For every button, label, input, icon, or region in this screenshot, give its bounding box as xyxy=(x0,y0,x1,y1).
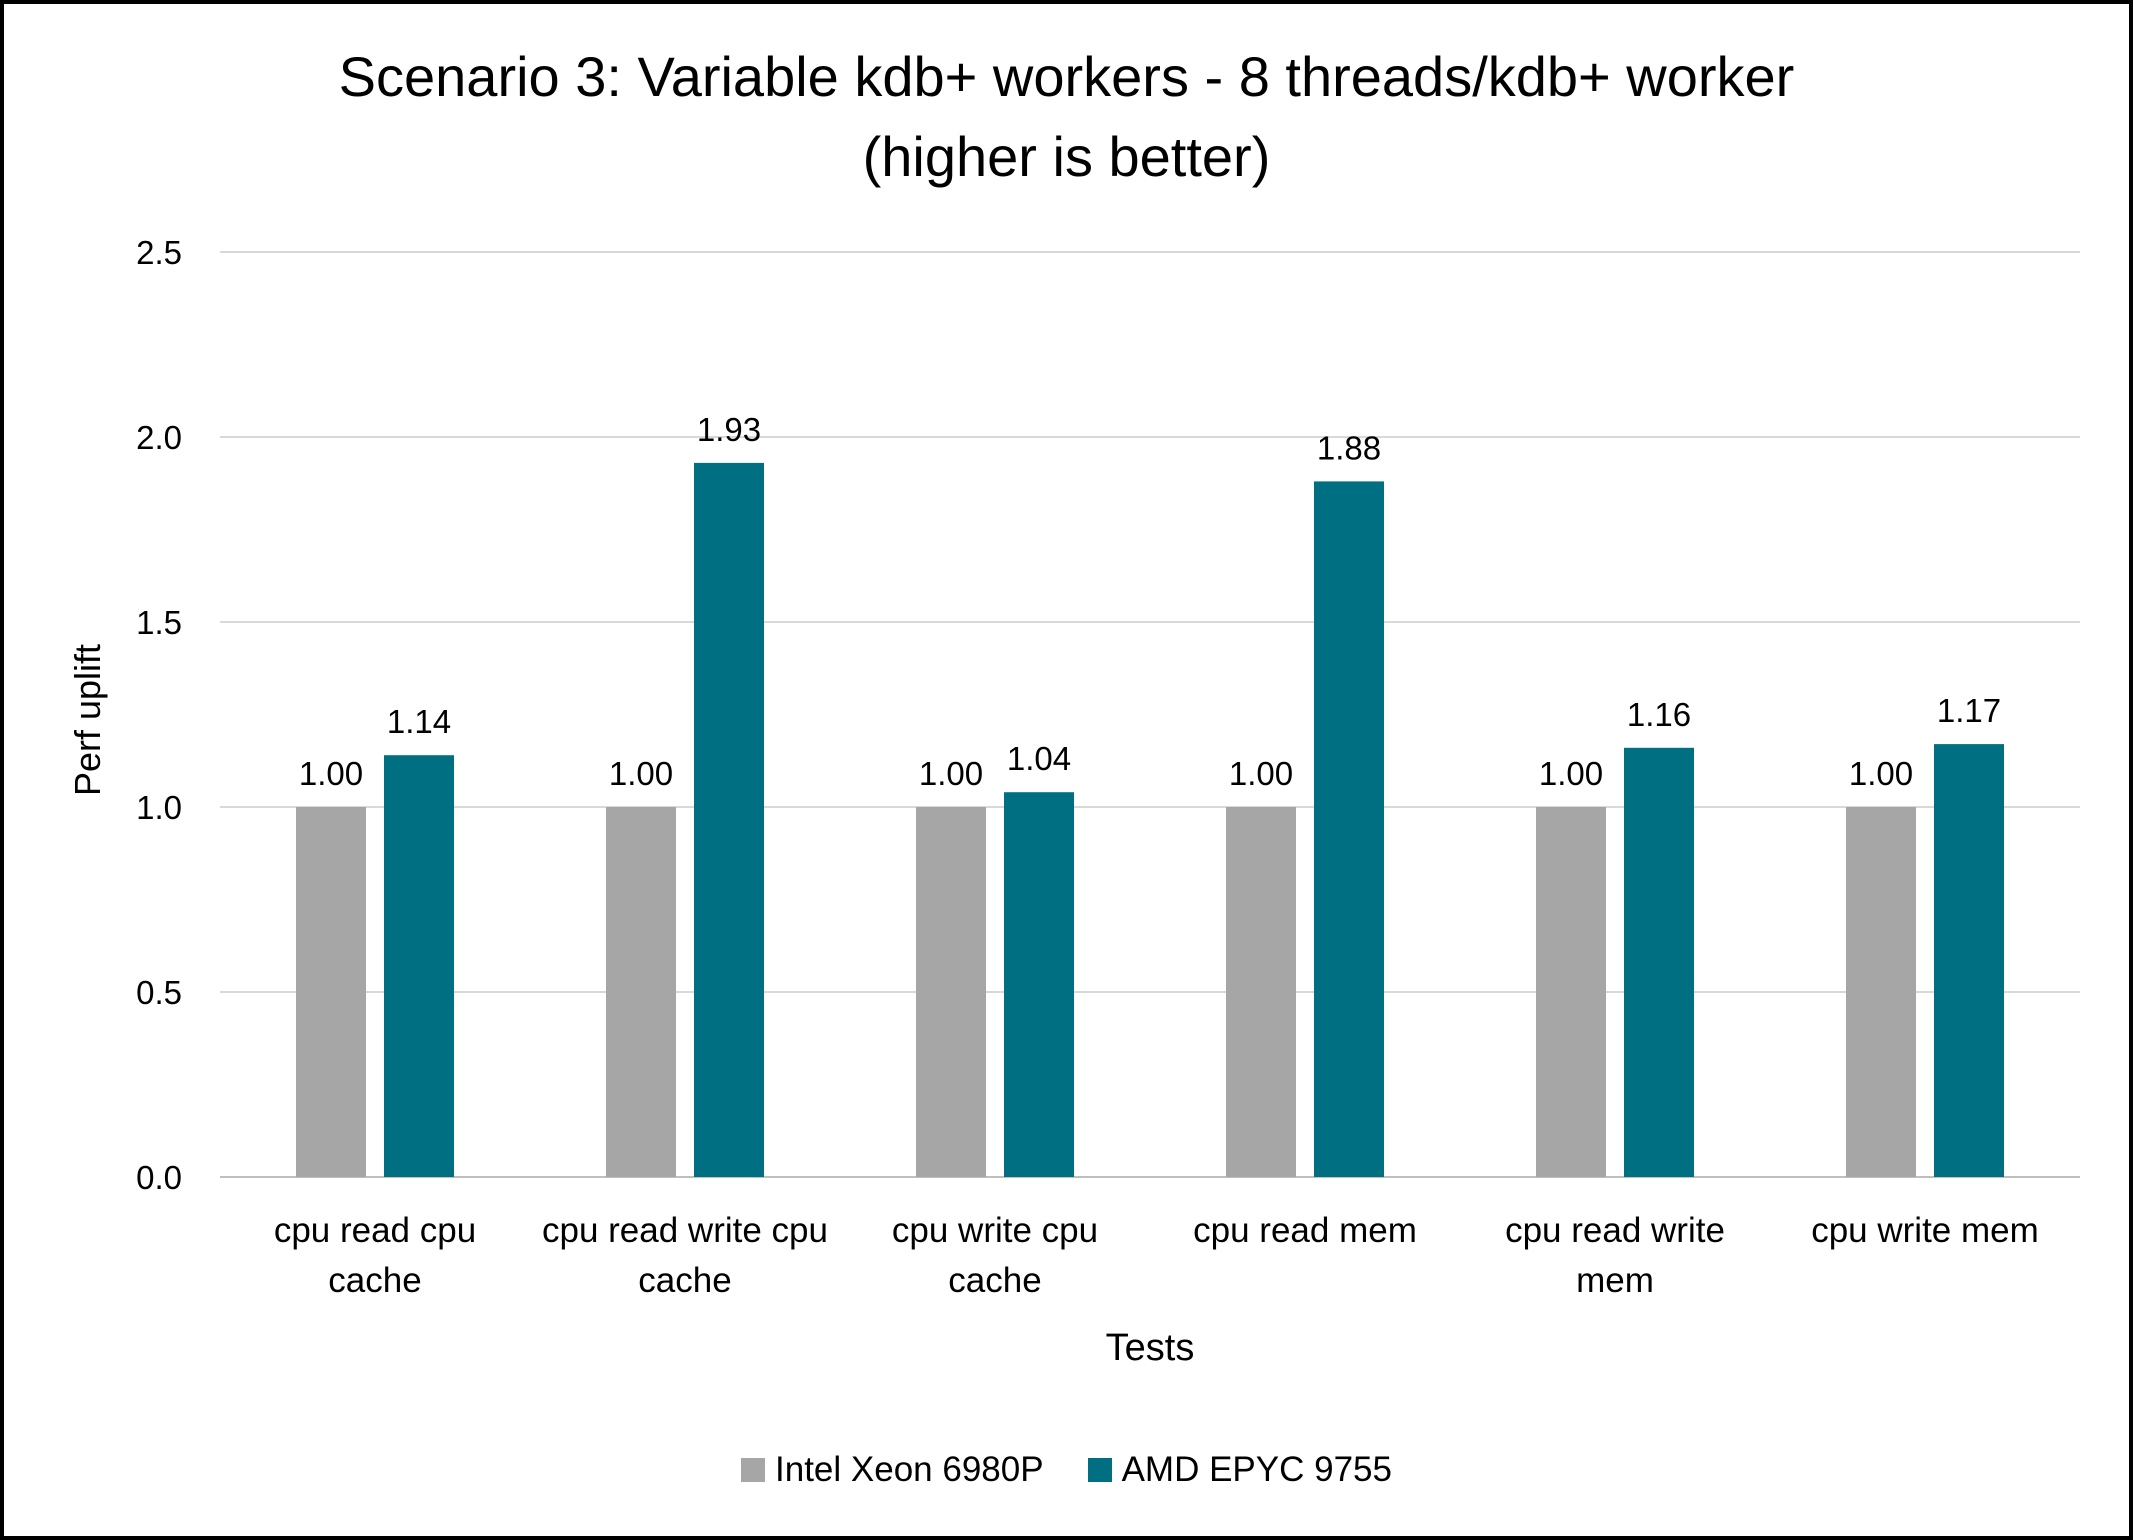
legend-swatch-intel xyxy=(741,1458,766,1482)
bars: 1.00 1.14 1.00 1.93 1.00 1.04 1.00 1.88 1.00 1.16… xyxy=(296,411,2004,1177)
bar-intel xyxy=(1226,807,1296,1177)
data-label: 1.00 xyxy=(1539,755,1603,792)
x-tick-label: cpu read mem xyxy=(1193,1211,1417,1250)
x-tick-label: cpu read cpu xyxy=(274,1211,476,1250)
axes: Perf uplift Tests 0.0 0.5 1.0 1.5 2.0 2.5 cpu … xyxy=(67,234,2039,1369)
gridlines xyxy=(220,251,2080,1178)
data-label: 1.00 xyxy=(1229,755,1293,792)
data-label: 1.93 xyxy=(697,411,761,448)
legend-label-intel: Intel Xeon 6980P xyxy=(775,1450,1044,1489)
bar-intel xyxy=(606,807,676,1177)
bar-amd xyxy=(1624,747,1694,1177)
x-tick-label: mem xyxy=(1576,1261,1654,1300)
y-tick-label: 2.5 xyxy=(136,234,182,271)
data-label: 1.00 xyxy=(919,755,983,792)
y-tick-label: 0.0 xyxy=(136,1159,182,1196)
bar-amd xyxy=(1314,481,1384,1177)
y-axis-label: Perf uplift xyxy=(67,644,108,796)
bar-intel xyxy=(1536,807,1606,1177)
x-tick-label: cpu write cpu xyxy=(892,1211,1098,1250)
x-axis-label: Tests xyxy=(1106,1327,1195,1369)
chart-title-line-2: (higher is better) xyxy=(862,125,1271,188)
legend-label-amd: AMD EPYC 9755 xyxy=(1121,1450,1392,1489)
x-tick-label: cpu write mem xyxy=(1811,1211,2039,1250)
data-label: 1.17 xyxy=(1937,692,2001,729)
y-tick-label: 1.5 xyxy=(136,604,182,641)
legend-swatch-amd xyxy=(1087,1458,1112,1482)
chart-title-line-1: Scenario 3: Variable kdb+ workers - 8 th… xyxy=(338,45,1795,108)
x-tick-label: cpu read write cpu xyxy=(542,1211,828,1250)
legend-item-intel: Intel Xeon 6980P xyxy=(741,1450,1044,1490)
x-tick-label: cache xyxy=(638,1261,731,1300)
bar-amd xyxy=(384,755,454,1177)
data-label: 1.04 xyxy=(1007,740,1071,777)
x-tick-label: cache xyxy=(948,1261,1041,1300)
y-tick-label: 2.0 xyxy=(136,419,182,456)
x-tick-label: cpu read write xyxy=(1505,1211,1725,1250)
bar-amd xyxy=(1004,792,1074,1177)
data-label: 1.00 xyxy=(299,755,363,792)
x-tick-label: cache xyxy=(328,1261,421,1300)
data-label: 1.00 xyxy=(609,755,673,792)
bar-amd xyxy=(694,462,764,1177)
data-label: 1.00 xyxy=(1849,755,1913,792)
bar-intel xyxy=(1846,807,1916,1177)
bar-intel xyxy=(296,807,366,1177)
bar-amd xyxy=(1934,744,2004,1177)
legend-item-amd: AMD EPYC 9755 xyxy=(1087,1450,1392,1490)
data-label: 1.14 xyxy=(387,703,451,740)
bar-intel xyxy=(916,807,986,1177)
data-label: 1.16 xyxy=(1627,696,1691,733)
legend: Intel Xeon 6980P AMD EPYC 9755 xyxy=(0,1450,2133,1490)
y-tick-label: 0.5 xyxy=(136,974,182,1011)
data-label: 1.88 xyxy=(1317,429,1381,466)
y-tick-label: 1.0 xyxy=(136,789,182,826)
